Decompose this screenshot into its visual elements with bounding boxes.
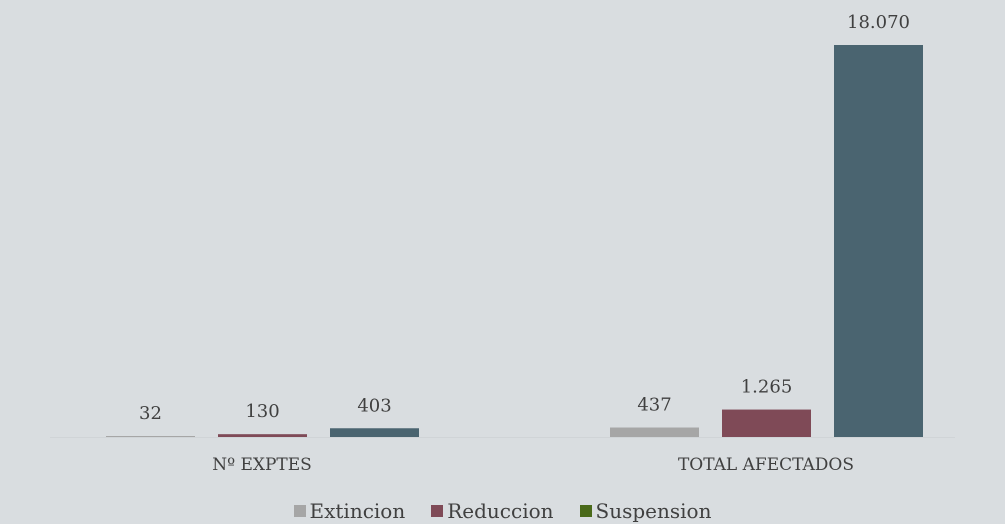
legend-swatch-reduccion xyxy=(431,505,444,517)
data-label-reduccion-0: 130 xyxy=(245,401,279,422)
data-label-extincion-1: 437 xyxy=(637,395,671,416)
data-label-reduccion-1: 1.265 xyxy=(741,377,793,398)
bar-extincion-1 xyxy=(610,427,699,437)
data-label-extincion-0: 32 xyxy=(139,403,162,424)
legend-label-suspension: Suspension xyxy=(595,499,712,523)
bar-reduccion-1 xyxy=(722,409,811,437)
x-tick-label-0: Nº EXPTES xyxy=(212,455,312,475)
legend-label-reduccion: Reduccion xyxy=(447,499,554,523)
bar-chart: 32 437 130 1.265 403 18.070 Nº EXPTES TOTAL AFE… xyxy=(106,12,923,475)
data-label-suspension-1: 18.070 xyxy=(847,12,910,33)
bar-extincion-0 xyxy=(106,436,195,437)
bar-reduccion-0 xyxy=(218,434,307,437)
legend-item-extincion: Extincion xyxy=(293,499,406,523)
x-tick-label-1: TOTAL AFECTADOS xyxy=(678,455,854,475)
legend-swatch-suspension xyxy=(579,505,592,517)
legend-item-suspension: Suspension xyxy=(579,499,712,523)
legend-label-extincion: Extincion xyxy=(309,499,406,523)
legend: Extincion Reduccion Suspension xyxy=(0,499,1005,523)
legend-item-reduccion: Reduccion xyxy=(431,499,554,523)
legend-swatch-extincion xyxy=(293,505,306,517)
bar-suspension-0 xyxy=(330,428,419,437)
data-label-suspension-0: 403 xyxy=(357,395,391,416)
bar-suspension-1 xyxy=(834,45,923,437)
